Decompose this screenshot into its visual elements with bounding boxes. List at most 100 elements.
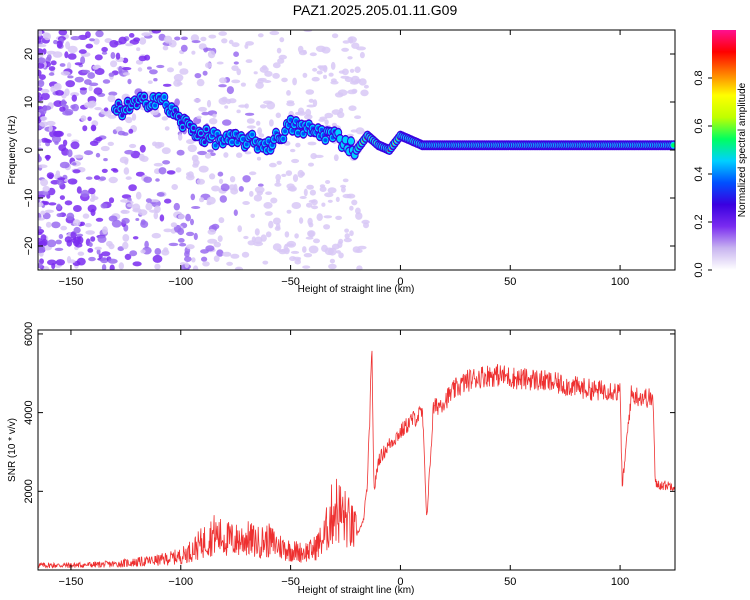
noise-blob: [38, 201, 44, 208]
noise-blob: [38, 139, 43, 144]
noise-blob: [319, 186, 327, 192]
noise-blob: [236, 152, 243, 158]
noise-blob: [244, 43, 249, 49]
noise-blob: [180, 36, 188, 41]
noise-blob: [244, 112, 255, 116]
noise-blob: [57, 179, 64, 186]
noise-blob: [257, 33, 264, 38]
noise-blob: [228, 184, 236, 191]
noise-blob: [93, 38, 100, 45]
noise-blob: [118, 66, 123, 74]
noise-blob: [38, 92, 42, 97]
noise-blob: [186, 244, 195, 250]
noise-blob: [349, 205, 354, 211]
noise-blob: [342, 40, 350, 44]
noise-blob: [284, 247, 290, 255]
noise-blob: [162, 45, 169, 51]
noise-blob: [124, 253, 132, 260]
noise-blob: [327, 187, 337, 194]
noise-blob: [206, 99, 212, 108]
noise-blob: [281, 77, 288, 83]
noise-blob: [352, 246, 361, 253]
ridge-core: [162, 95, 167, 99]
noise-blob: [48, 125, 53, 132]
noise-blob: [102, 226, 108, 235]
noise-blob: [64, 51, 69, 59]
noise-blob: [89, 140, 99, 146]
noise-blob: [59, 161, 70, 169]
snr-ytick-label: 4000: [23, 400, 35, 424]
noise-blob: [125, 116, 133, 124]
ridge-core: [176, 114, 181, 119]
noise-blob: [335, 215, 342, 220]
noise-blob: [184, 256, 192, 262]
noise-blob: [151, 30, 162, 34]
noise-blob: [111, 219, 122, 228]
noise-blob: [323, 215, 333, 219]
noise-blob: [173, 202, 180, 211]
noise-blob: [121, 217, 130, 224]
noise-blob: [337, 89, 348, 96]
noise-blob: [269, 30, 280, 36]
noise-blob: [199, 197, 205, 203]
noise-blob: [170, 222, 178, 228]
noise-blob: [45, 221, 52, 228]
noise-blob: [62, 110, 73, 116]
noise-blob: [363, 84, 369, 89]
noise-blob: [125, 43, 134, 47]
noise-blob: [108, 176, 118, 184]
noise-blob: [89, 197, 95, 202]
noise-blob: [191, 40, 201, 44]
noise-blob: [187, 144, 197, 153]
chart-title: PAZ1.2025.205.01.11.G09: [292, 2, 458, 18]
noise-blob: [231, 42, 240, 48]
noise-blob: [236, 109, 241, 114]
noise-blob: [233, 51, 240, 57]
noise-blob: [253, 241, 264, 247]
snr-frame: [37, 329, 676, 571]
noise-blob: [308, 162, 314, 167]
noise-blob: [101, 264, 107, 270]
noise-blob: [38, 154, 41, 162]
noise-blob: [246, 125, 256, 129]
noise-blob: [128, 184, 137, 192]
noise-blob: [43, 266, 50, 270]
noise-blob: [261, 65, 268, 71]
noise-blob: [88, 85, 93, 92]
noise-blob: [207, 50, 216, 59]
noise-blob: [295, 142, 301, 148]
noise-blob: [53, 83, 60, 89]
noise-blob: [100, 203, 108, 209]
noise-blob: [47, 239, 57, 248]
noise-blob: [73, 154, 84, 159]
noise-blob: [38, 30, 43, 37]
noise-blob: [358, 78, 367, 86]
ridge-core: [290, 128, 295, 133]
noise-blob: [144, 240, 149, 249]
noise-blob: [152, 254, 163, 263]
noise-blob: [39, 190, 49, 196]
noise-blob: [70, 104, 76, 110]
ridge-core: [295, 130, 300, 135]
noise-blob: [263, 100, 273, 105]
noise-blob: [208, 34, 217, 39]
colorbar-tick-label: 0.2: [693, 214, 705, 229]
noise-blob: [57, 177, 66, 181]
noise-blob: [290, 250, 300, 254]
noise-blob: [355, 207, 361, 215]
noise-blob: [269, 119, 274, 127]
noise-blob: [107, 141, 115, 146]
noise-blob: [38, 217, 45, 221]
noise-blob: [272, 72, 280, 79]
noise-blob: [218, 84, 227, 88]
noise-blob: [312, 67, 318, 72]
noise-blob: [192, 159, 200, 166]
noise-blob: [335, 196, 340, 202]
noise-blob: [222, 251, 232, 257]
noise-blob: [38, 197, 41, 203]
noise-blob: [222, 119, 232, 126]
noise-blob: [153, 162, 163, 167]
noise-blob: [324, 119, 329, 125]
noise-blob: [38, 48, 44, 55]
